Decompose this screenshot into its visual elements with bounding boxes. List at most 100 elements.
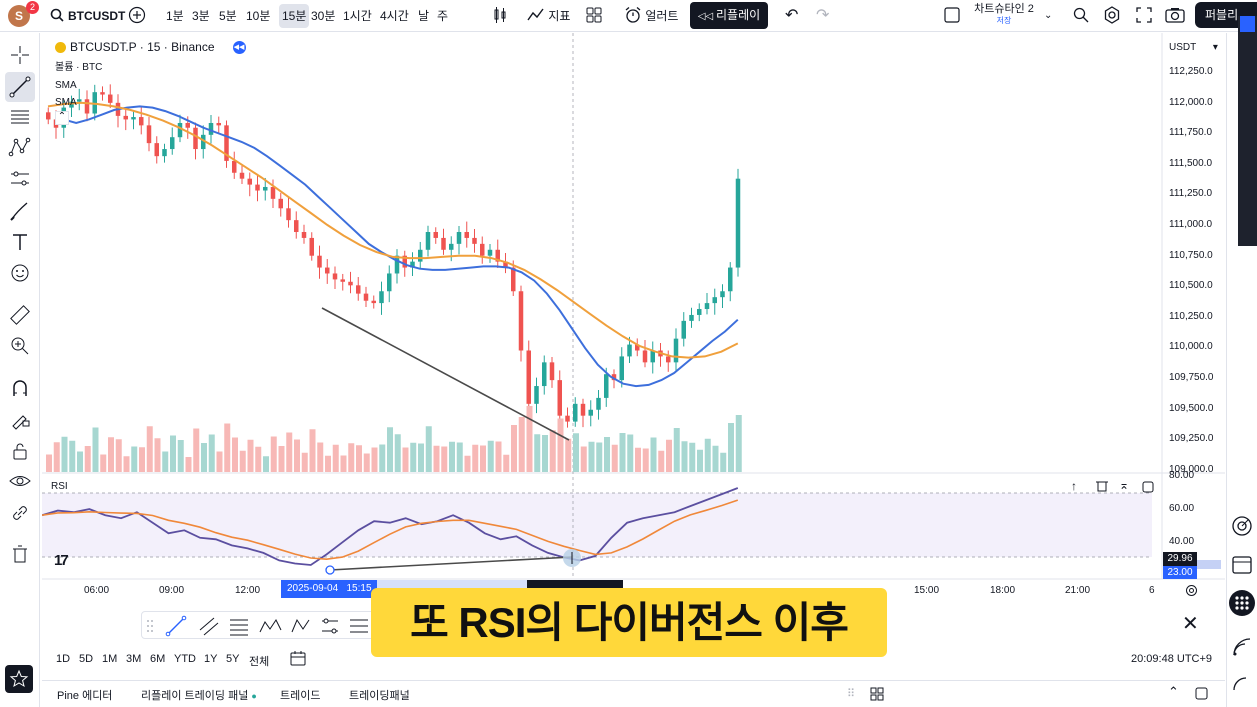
clock-timezone[interactable]: 20:09:48 UTC+9 xyxy=(1131,653,1213,665)
interval-7[interactable]: 1시간 xyxy=(343,9,372,23)
rsi-divergence-line[interactable] xyxy=(329,556,573,571)
chevron-up-icon[interactable]: ⌃ xyxy=(1168,684,1179,699)
volume-legend[interactable]: 볼륨 · BTC xyxy=(55,62,103,73)
tab-trade[interactable]: 트레이드 xyxy=(280,690,321,702)
sma-fast-legend[interactable]: SMA xyxy=(55,80,77,91)
cycle-tool-icon[interactable] xyxy=(350,619,368,633)
alert-button[interactable]: 얼러트 xyxy=(624,4,678,28)
target-icon[interactable] xyxy=(1231,515,1253,537)
interval-3[interactable]: 5분 xyxy=(219,9,237,23)
goto-date-icon[interactable] xyxy=(290,650,306,671)
chevron-down-icon[interactable]: ⌄ xyxy=(1044,10,1053,21)
range-5Y[interactable]: 5Y xyxy=(226,653,240,665)
interval-6[interactable]: 30분 xyxy=(311,9,336,23)
lock-icon[interactable] xyxy=(8,439,32,463)
emoji-icon[interactable] xyxy=(8,261,32,285)
close-icon[interactable]: ✕ xyxy=(1182,613,1199,635)
candle-body xyxy=(673,338,679,363)
range-전체[interactable]: 전체 xyxy=(249,656,270,668)
interval-9[interactable]: 날 xyxy=(418,9,430,23)
settings-gear-icon[interactable] xyxy=(1103,4,1121,28)
price-divergence-line[interactable] xyxy=(321,307,570,441)
range-5D[interactable]: 5D xyxy=(79,653,94,665)
trendline-tool-icon[interactable] xyxy=(165,615,187,637)
interval-2[interactable]: 3분 xyxy=(192,9,210,23)
lock-drawing-icon[interactable] xyxy=(8,407,32,431)
collapse-pane-icon[interactable]: ⌅ xyxy=(1119,478,1130,492)
forecast-icon[interactable] xyxy=(8,167,32,191)
text-icon[interactable] xyxy=(8,230,32,254)
interval-10[interactable]: 주 xyxy=(437,9,449,23)
currency-selector[interactable]: USDT ▾ xyxy=(1169,42,1218,53)
magnet-icon[interactable] xyxy=(8,376,32,400)
trash-icon[interactable] xyxy=(8,542,32,566)
chart-canvas[interactable] xyxy=(42,33,1225,679)
tradingview-logo[interactable]: 17 xyxy=(54,552,69,569)
brush-icon[interactable] xyxy=(8,199,32,223)
search-icon[interactable] xyxy=(50,4,64,28)
elliott-tool-icon[interactable] xyxy=(259,619,282,633)
eye-icon[interactable] xyxy=(8,469,32,493)
apps-button[interactable] xyxy=(1229,590,1255,616)
range-6M[interactable]: 6M xyxy=(150,653,166,665)
range-3M[interactable]: 3M xyxy=(126,653,142,665)
replay-mode-icon[interactable]: ◀◀ xyxy=(232,40,246,54)
camera-icon[interactable] xyxy=(1165,4,1185,28)
quick-search-icon[interactable] xyxy=(1072,4,1090,28)
delete-pane-icon[interactable] xyxy=(1096,479,1108,497)
drag-handle-icon[interactable]: ⠿ xyxy=(847,688,856,700)
cursor-icon[interactable] xyxy=(1240,16,1255,32)
interval-8[interactable]: 4시간 xyxy=(380,9,409,23)
interval-5[interactable]: 15분 xyxy=(279,4,310,28)
redo-icon[interactable]: ↷ xyxy=(816,7,830,24)
move-up-icon[interactable]: ↑ xyxy=(1071,479,1077,493)
zoom-in-icon[interactable] xyxy=(8,334,32,358)
rsi-legend[interactable]: RSI xyxy=(51,481,68,492)
help-icon[interactable] xyxy=(1231,671,1253,693)
channel-tool-icon[interactable] xyxy=(199,617,219,636)
tab-replay-trading-panel[interactable]: 리플레이 트레이딩 패널 ● xyxy=(141,687,257,703)
layouts-icon[interactable] xyxy=(586,4,602,28)
fullscreen-icon[interactable] xyxy=(1136,4,1152,28)
indicators-button[interactable]: 지표 xyxy=(527,4,570,28)
favorites-button[interactable] xyxy=(5,665,33,693)
layout-checkbox-icon[interactable] xyxy=(944,4,960,28)
sma-slow-legend[interactable]: SMA xyxy=(55,97,77,108)
abcd-tool-icon[interactable] xyxy=(291,618,310,633)
add-symbol-icon[interactable] xyxy=(128,4,146,28)
trendline-icon[interactable] xyxy=(8,75,32,99)
fib-retracement-icon[interactable] xyxy=(8,105,32,129)
tab-pine-editor[interactable]: Pine 에디터 xyxy=(57,690,113,702)
fib-tool-icon[interactable] xyxy=(230,619,248,636)
divergence-handle[interactable] xyxy=(325,565,335,575)
symbol-search-button[interactable]: BTCUSDT xyxy=(68,9,126,23)
replay-button[interactable]: ◁◁ 리플레이 xyxy=(690,2,768,29)
volume-bar xyxy=(635,447,641,472)
candle-body xyxy=(263,186,268,191)
range-1Y[interactable]: 1Y xyxy=(204,653,218,665)
link-icon[interactable] xyxy=(8,501,32,525)
volume-bar xyxy=(139,447,145,472)
ruler-icon[interactable] xyxy=(8,303,32,327)
pattern-icon[interactable] xyxy=(8,136,32,160)
collapse-legend-icon[interactable]: ⌃ xyxy=(55,111,69,125)
bar-style-icon[interactable] xyxy=(492,4,508,28)
range-1M[interactable]: 1M xyxy=(102,653,118,665)
undo-icon[interactable]: ↶ xyxy=(785,7,799,24)
interval-1[interactable]: 1분 xyxy=(166,9,184,23)
user-avatar[interactable]: S xyxy=(8,5,30,27)
range-YTD[interactable]: YTD xyxy=(174,653,196,665)
layout-name[interactable]: 차트슈타인 2 저장 xyxy=(968,3,1040,26)
panel-layout-icon[interactable] xyxy=(870,687,884,704)
forecast-tool-icon[interactable] xyxy=(322,618,338,634)
tab-trading-panel[interactable]: 트레이딩패널 xyxy=(349,690,410,702)
calendar-icon[interactable] xyxy=(1231,553,1253,575)
maximize-pane-icon[interactable] xyxy=(1142,480,1154,498)
axis-settings-icon[interactable] xyxy=(1185,584,1198,602)
range-1D[interactable]: 1D xyxy=(56,653,71,665)
maximize-panel-icon[interactable] xyxy=(1195,687,1208,703)
crosshair-icon[interactable] xyxy=(8,43,32,67)
chart-title: BTCUSDT.P · 15 · Binance xyxy=(70,40,215,54)
signal-icon[interactable] xyxy=(1231,636,1253,658)
interval-4[interactable]: 10분 xyxy=(246,9,271,23)
